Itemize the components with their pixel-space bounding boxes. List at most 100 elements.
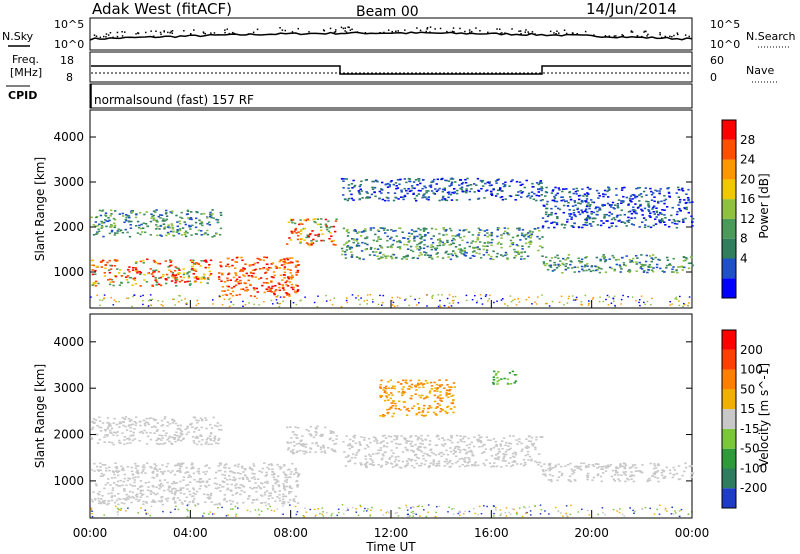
data-cell xyxy=(274,500,277,503)
data-cell xyxy=(266,482,269,484)
data-cell xyxy=(391,405,394,407)
data-cell xyxy=(517,253,520,255)
data-cell xyxy=(233,472,237,474)
data-cell xyxy=(448,185,451,187)
data-cell xyxy=(208,221,211,224)
data-cell xyxy=(91,428,94,431)
data-cell xyxy=(466,177,469,180)
data-cell xyxy=(136,469,139,472)
data-cell xyxy=(121,467,125,469)
data-cell xyxy=(174,274,177,276)
data-cell xyxy=(480,452,484,455)
data-cell xyxy=(192,273,195,275)
data-cell xyxy=(175,482,179,484)
data-cell xyxy=(288,237,291,239)
data-cell xyxy=(361,241,364,244)
data-cell xyxy=(261,482,264,485)
data-cell xyxy=(185,466,188,469)
data-cell xyxy=(453,386,456,388)
data-cell xyxy=(511,461,514,463)
data-cell xyxy=(189,228,192,230)
data-cell xyxy=(221,272,224,275)
data-cell xyxy=(289,476,292,478)
data-cell xyxy=(561,223,564,226)
data-cell xyxy=(592,465,596,467)
data-cell xyxy=(460,186,464,189)
data-cell xyxy=(123,502,126,505)
data-cell xyxy=(137,500,140,502)
data-cell xyxy=(500,378,503,380)
data-cell xyxy=(364,179,368,181)
data-cell xyxy=(307,235,310,237)
data-cell xyxy=(95,433,98,436)
data-cell xyxy=(471,240,474,242)
data-cell xyxy=(447,405,450,408)
data-cell xyxy=(570,216,573,219)
data-cell xyxy=(508,435,512,437)
data-cell xyxy=(561,472,564,475)
data-cell xyxy=(691,264,694,267)
data-cell xyxy=(238,293,241,296)
noise-search-dot xyxy=(344,30,346,32)
noise-search-dot xyxy=(167,31,169,34)
data-cell xyxy=(587,215,590,218)
noise-search-dot xyxy=(518,30,520,32)
data-cell xyxy=(341,178,344,180)
data-cell xyxy=(200,213,203,215)
data-cell xyxy=(599,224,603,227)
data-cell xyxy=(663,221,666,223)
data-cell xyxy=(427,407,430,410)
data-cell xyxy=(634,467,638,469)
data-cell xyxy=(671,206,674,209)
data-cell xyxy=(247,274,250,277)
data-cell xyxy=(381,435,385,437)
data-cell xyxy=(546,200,549,203)
data-cell xyxy=(242,300,244,303)
data-cell xyxy=(445,460,449,463)
data-cell xyxy=(358,191,361,194)
data-cell xyxy=(126,231,129,234)
noise-search-dot xyxy=(329,27,332,30)
data-cell xyxy=(616,206,620,209)
data-cell xyxy=(680,189,683,191)
data-cell xyxy=(209,439,213,441)
data-cell xyxy=(565,188,568,190)
data-cell xyxy=(690,465,693,467)
data-cell xyxy=(448,294,451,296)
data-cell xyxy=(603,215,606,218)
data-cell xyxy=(128,216,131,219)
data-cell xyxy=(644,219,648,221)
data-cell xyxy=(160,500,163,503)
data-cell xyxy=(546,220,549,223)
colorbar-tick-label: 16 xyxy=(740,192,755,206)
data-cell xyxy=(270,291,274,293)
data-cell xyxy=(425,294,428,296)
data-cell xyxy=(527,192,531,195)
data-cell xyxy=(95,233,98,235)
data-cell xyxy=(237,486,240,489)
data-cell xyxy=(202,515,204,517)
data-cell xyxy=(394,229,397,232)
data-cell xyxy=(359,444,362,446)
data-cell xyxy=(329,432,332,434)
data-cell xyxy=(421,411,424,414)
data-cell xyxy=(524,507,527,509)
data-cell xyxy=(220,429,223,431)
data-cell xyxy=(102,501,106,504)
data-cell xyxy=(627,296,629,298)
data-cell xyxy=(502,183,505,185)
data-cell xyxy=(658,259,661,261)
data-cell xyxy=(508,448,511,451)
data-cell xyxy=(162,223,166,225)
data-cell xyxy=(639,267,642,269)
data-cell xyxy=(283,261,287,264)
data-cell xyxy=(382,440,385,442)
x-tick-label: 08:00 xyxy=(273,526,308,540)
data-cell xyxy=(240,269,243,271)
data-cell xyxy=(485,436,488,438)
data-cell xyxy=(542,262,546,265)
data-cell xyxy=(494,445,498,448)
velocity-colorbar-label: Velocity [m s^-1] xyxy=(757,363,771,467)
data-cell xyxy=(448,244,451,246)
data-cell xyxy=(155,464,158,467)
